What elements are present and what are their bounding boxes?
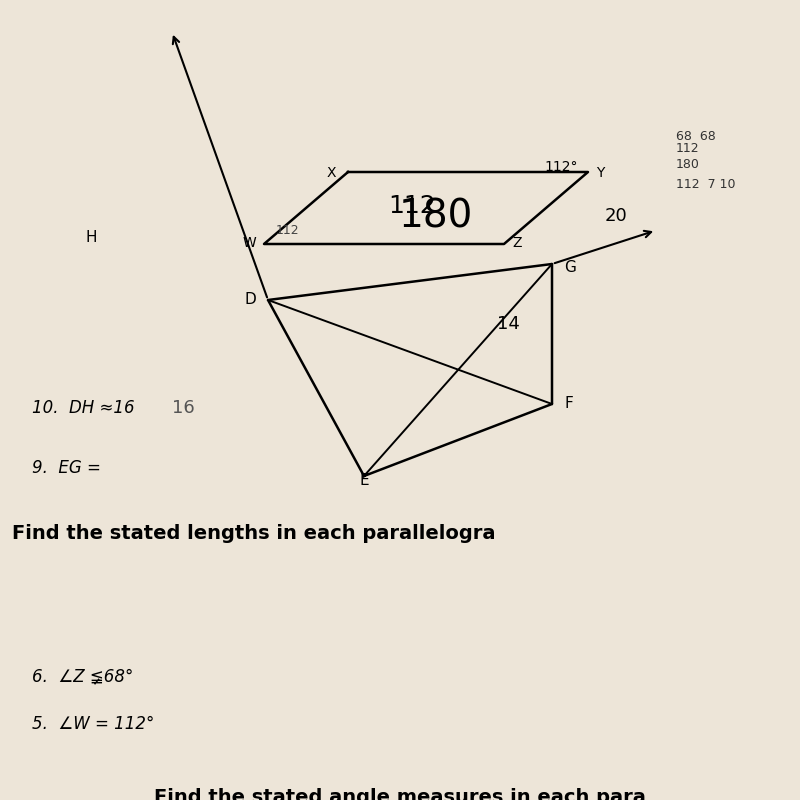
Text: 16: 16	[172, 399, 194, 417]
Text: Find the stated lengths in each parallelogra: Find the stated lengths in each parallel…	[12, 524, 495, 543]
Text: Find the stated angle measures in each para: Find the stated angle measures in each p…	[154, 788, 646, 800]
Text: 112  7 10: 112 7 10	[676, 178, 735, 190]
Text: H: H	[86, 230, 98, 245]
Text: D: D	[244, 293, 256, 307]
Text: Y: Y	[596, 166, 604, 180]
Text: W: W	[242, 236, 256, 250]
Text: F: F	[564, 397, 573, 411]
Text: G: G	[564, 260, 576, 275]
Text: 5.  ∠W = 112°: 5. ∠W = 112°	[32, 715, 154, 733]
Text: 6.  ∠Z ≨68°: 6. ∠Z ≨68°	[32, 667, 134, 685]
Text: 112: 112	[276, 224, 300, 237]
Text: 112°: 112°	[544, 160, 578, 174]
Text: Z: Z	[512, 236, 522, 250]
Text: 20: 20	[605, 207, 627, 225]
Text: 180: 180	[399, 197, 473, 235]
Text: 112: 112	[388, 194, 436, 218]
Text: 14: 14	[497, 315, 519, 333]
Text: E: E	[359, 473, 369, 488]
Text: 112: 112	[676, 142, 700, 154]
Text: 10.  DH ≈16: 10. DH ≈16	[32, 399, 134, 417]
Text: 9.  EG =: 9. EG =	[32, 459, 101, 477]
Text: 180: 180	[676, 158, 700, 170]
Text: X: X	[326, 166, 336, 180]
Text: 68  68: 68 68	[676, 130, 716, 142]
